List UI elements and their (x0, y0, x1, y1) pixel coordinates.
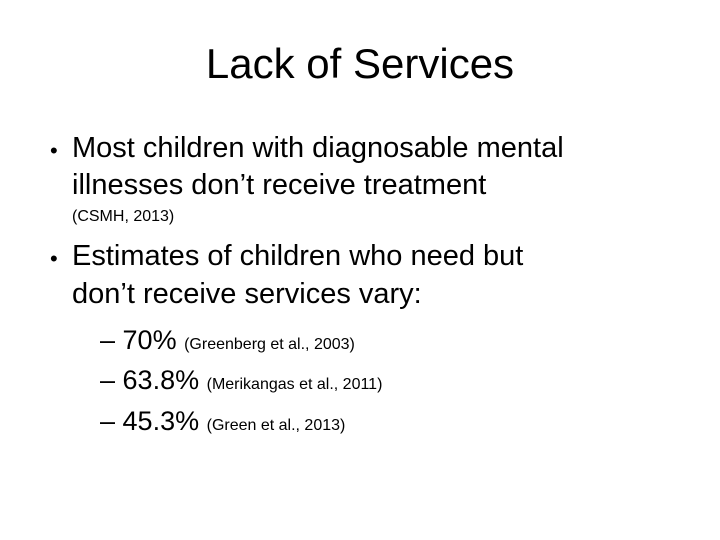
sub-item: – 70% (Greenberg et al., 2003) (100, 325, 355, 355)
item-value: 70% (122, 325, 177, 355)
item-source: (Greenberg et al., 2003) (184, 336, 355, 353)
bullet-dot: • (50, 246, 58, 271)
item-value: 63.8% (122, 365, 200, 395)
item-source: (Merikangas et al., 2011) (206, 376, 383, 393)
item-value: 45.3% (122, 406, 200, 436)
sub-item: – 45.3% (Green et al., 2013) (100, 406, 346, 436)
item-source: (Green et al., 2013) (206, 417, 346, 434)
bullet-line: Most children with diagnosable mental (72, 132, 564, 164)
citation: (CSMH, 2013) (72, 208, 175, 225)
bullet-line: illnesses don’t receive treatment (72, 169, 487, 201)
slide-title: Lack of Services (205, 40, 515, 87)
sub-item: – 63.8% (Merikangas et al., 2011) (100, 365, 383, 395)
bullet-dot: • (50, 138, 58, 163)
bullet-line: don’t receive services vary: (72, 278, 422, 310)
bullet-line: Estimates of children who need but (72, 240, 524, 272)
